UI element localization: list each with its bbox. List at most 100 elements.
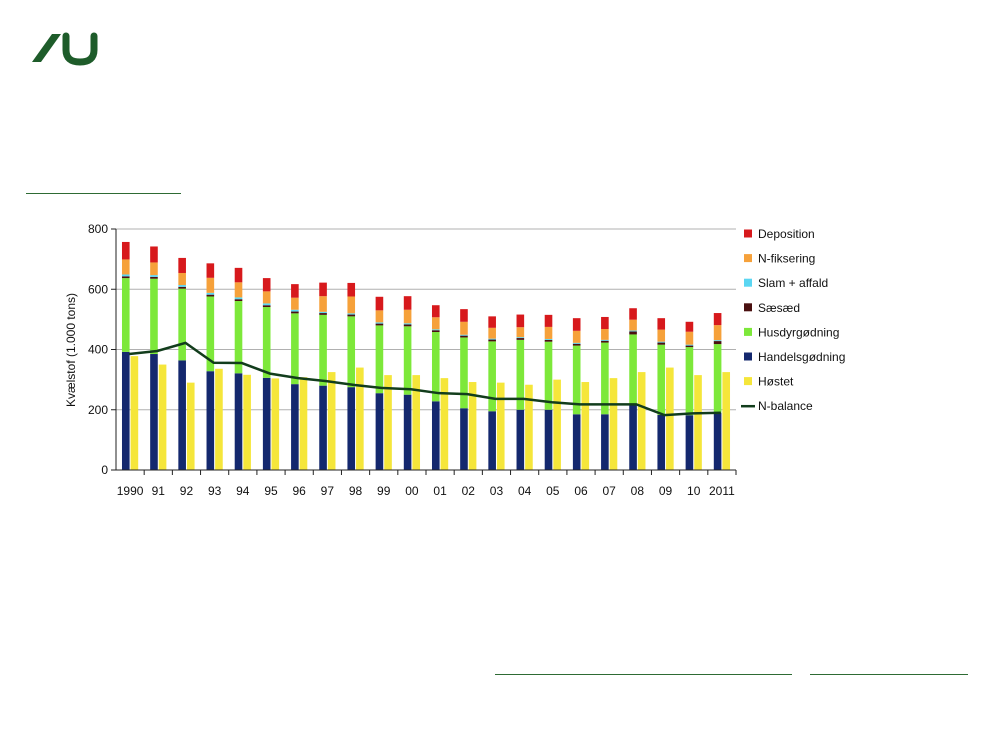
bar-handelsg-dning bbox=[572, 414, 581, 470]
bar-deposition bbox=[460, 309, 468, 322]
bar-handelsg-dning bbox=[544, 409, 553, 470]
bar-handelsg-dning bbox=[178, 360, 186, 470]
x-tick-label: 01 bbox=[433, 484, 447, 498]
bar-n-fiksering bbox=[121, 259, 130, 275]
legend-label-slam-affald: Slam + affald bbox=[758, 276, 828, 290]
bar-h-stet bbox=[243, 374, 251, 470]
bar-slam-affald bbox=[121, 274, 130, 277]
bar-s-s-d bbox=[657, 342, 666, 345]
bar-s-s-d bbox=[347, 314, 356, 317]
bar-slam-affald bbox=[403, 323, 412, 325]
bar-deposition bbox=[121, 241, 130, 260]
bar-n-fiksering bbox=[262, 291, 271, 304]
bar-n-fiksering bbox=[319, 296, 327, 312]
bar-s-s-d bbox=[291, 311, 299, 314]
bar-s-s-d bbox=[234, 299, 243, 301]
bar-husdyrg-dning bbox=[291, 313, 299, 385]
bar-s-s-d bbox=[178, 286, 186, 289]
x-tick-label: 07 bbox=[603, 484, 617, 498]
bar-s-s-d bbox=[572, 343, 581, 346]
legend-label-husdyrg-dning: Husdyrgødning bbox=[758, 325, 839, 339]
bar-slam-affald bbox=[234, 297, 243, 300]
bar-n-fiksering bbox=[572, 330, 581, 343]
bar-husdyrg-dning bbox=[178, 288, 186, 361]
bar-husdyrg-dning bbox=[121, 278, 130, 352]
bar-slam-affald bbox=[206, 292, 215, 295]
y-axis-label: Kvælstof (1.000 tons) bbox=[64, 293, 78, 407]
bar-s-s-d bbox=[685, 345, 694, 348]
bar-h-stet bbox=[440, 378, 449, 470]
x-tick-label: 94 bbox=[236, 484, 250, 498]
legend-label-n-balance: N-balance bbox=[758, 399, 813, 413]
legend-label-handelsg-dning: Handelsgødning bbox=[758, 350, 845, 364]
legend-swatch-deposition bbox=[744, 229, 752, 238]
bar-deposition bbox=[262, 278, 271, 292]
bar-h-stet bbox=[468, 382, 477, 470]
x-tick-label: 93 bbox=[208, 484, 222, 498]
bar-husdyrg-dning bbox=[431, 332, 440, 402]
y-tick-label: 800 bbox=[88, 222, 108, 236]
bar-slam-affald bbox=[262, 303, 271, 306]
x-tick-label: 95 bbox=[264, 484, 278, 498]
bar-husdyrg-dning bbox=[375, 325, 384, 394]
bar-handelsg-dning bbox=[375, 393, 384, 470]
bar-slam-affald bbox=[431, 329, 440, 331]
bar-deposition bbox=[685, 321, 694, 332]
x-tick-label: 96 bbox=[293, 484, 307, 498]
footer-link-line-1[interactable] bbox=[495, 674, 792, 675]
x-tick-label: 06 bbox=[574, 484, 588, 498]
bar-husdyrg-dning bbox=[488, 341, 496, 412]
legend-swatch-n-fiksering bbox=[744, 254, 752, 263]
bar-handelsg-dning bbox=[460, 408, 468, 470]
bar-n-fiksering bbox=[488, 327, 496, 339]
bar-husdyrg-dning bbox=[629, 334, 637, 404]
legend-label-deposition: Deposition bbox=[758, 227, 815, 241]
bar-handelsg-dning bbox=[403, 394, 412, 470]
bar-h-stet bbox=[271, 378, 280, 470]
bar-slam-affald bbox=[375, 322, 384, 324]
bar-slam-affald bbox=[150, 275, 158, 277]
bar-deposition bbox=[234, 267, 243, 283]
bar-h-stet bbox=[186, 382, 195, 470]
bar-slam-affald bbox=[516, 337, 525, 339]
bar-deposition bbox=[347, 282, 356, 297]
x-tick-label: 10 bbox=[687, 484, 701, 498]
bar-s-s-d bbox=[544, 339, 553, 342]
bar-h-stet bbox=[384, 375, 392, 470]
bar-n-fiksering bbox=[206, 277, 215, 293]
bar-s-s-d bbox=[431, 330, 440, 333]
bar-deposition bbox=[319, 282, 327, 297]
bar-deposition bbox=[516, 314, 525, 328]
bar-handelsg-dning bbox=[291, 384, 299, 470]
bar-s-s-d bbox=[403, 324, 412, 327]
bar-h-stet bbox=[722, 372, 731, 470]
bar-n-fiksering bbox=[234, 282, 243, 298]
bar-h-stet bbox=[496, 382, 505, 470]
bar-handelsg-dning bbox=[713, 412, 722, 470]
bar-deposition bbox=[488, 316, 496, 328]
x-tick-label: 2011 bbox=[709, 484, 735, 498]
y-tick-label: 600 bbox=[88, 282, 108, 296]
bar-n-fiksering bbox=[347, 296, 356, 314]
bar-s-s-d bbox=[629, 331, 637, 335]
bar-h-stet bbox=[215, 368, 223, 470]
bar-husdyrg-dning bbox=[403, 326, 412, 395]
bar-n-fiksering bbox=[685, 331, 694, 345]
bar-slam-affald bbox=[178, 285, 186, 287]
bar-h-stet bbox=[553, 379, 561, 470]
bar-handelsg-dning bbox=[262, 377, 271, 470]
bar-deposition bbox=[150, 246, 158, 263]
bar-husdyrg-dning bbox=[262, 307, 271, 378]
bar-handelsg-dning bbox=[234, 373, 243, 470]
bar-h-stet bbox=[158, 364, 167, 470]
bar-husdyrg-dning bbox=[601, 342, 609, 415]
bar-deposition bbox=[291, 284, 299, 298]
bar-h-stet bbox=[581, 382, 590, 470]
n-balance-line bbox=[128, 341, 721, 417]
bar-handelsg-dning bbox=[319, 385, 327, 470]
bar-deposition bbox=[657, 318, 666, 330]
bar-slam-affald bbox=[601, 339, 609, 341]
footer-link-line-2[interactable] bbox=[810, 674, 968, 675]
bar-h-stet bbox=[609, 378, 618, 470]
bar-handelsg-dning bbox=[431, 401, 440, 470]
